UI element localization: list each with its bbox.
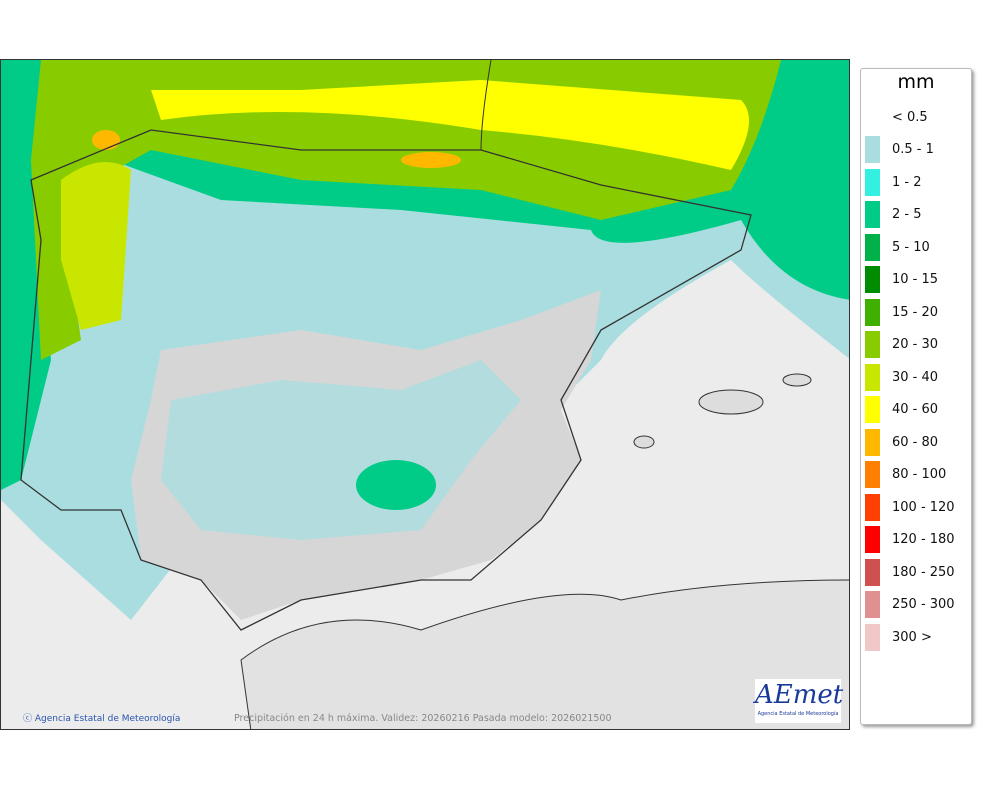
legend-swatch bbox=[865, 298, 880, 326]
legend-item: 10 - 15 bbox=[861, 264, 971, 297]
legend-item: 5 - 10 bbox=[861, 231, 971, 264]
legend-item: 100 - 120 bbox=[861, 491, 971, 524]
mallorca bbox=[698, 389, 764, 415]
precipitation-map[interactable]: ⓒ Agencia Estatal de Meteorología Precip… bbox=[0, 59, 850, 730]
legend-item: 2 - 5 bbox=[861, 199, 971, 232]
legend-swatch bbox=[865, 461, 880, 489]
copyright-credit: ⓒ Agencia Estatal de Meteorología bbox=[23, 714, 181, 724]
legend-swatch bbox=[865, 623, 880, 651]
logo-subtitle: Agencia Estatal de Meteorología bbox=[757, 711, 839, 717]
legend-swatch bbox=[865, 136, 880, 164]
legend-label: 250 - 300 bbox=[892, 597, 955, 613]
legend-label: 10 - 15 bbox=[892, 272, 939, 288]
legend-label: 180 - 250 bbox=[892, 564, 955, 580]
legend-item: 180 - 250 bbox=[861, 556, 971, 589]
legend-swatch bbox=[865, 526, 880, 554]
ibiza bbox=[633, 435, 655, 449]
legend-item: 20 - 30 bbox=[861, 329, 971, 362]
galicia-yellow bbox=[61, 162, 131, 330]
legend-swatch bbox=[865, 558, 880, 586]
legend-label: 40 - 60 bbox=[892, 402, 939, 418]
iberia-coastline bbox=[20, 129, 752, 631]
legend: mm < 0.5 0.5 - 1 1 - 2 2 - 5 5 - 10 10 - 15 15… bbox=[860, 68, 972, 725]
legend-item: 15 - 20 bbox=[861, 296, 971, 329]
aemet-logo: AEmet Agencia Estatal de Meteorología bbox=[755, 679, 844, 723]
legend-swatch bbox=[865, 396, 880, 424]
legend-item: 1 - 2 bbox=[861, 166, 971, 199]
legend-label: 30 - 40 bbox=[892, 369, 939, 385]
legend-item: 0.5 - 1 bbox=[861, 134, 971, 167]
legend-label: 80 - 100 bbox=[892, 467, 947, 483]
legend-label: 0.5 - 1 bbox=[892, 142, 934, 158]
legend-swatch bbox=[865, 104, 880, 131]
legend-label: 60 - 80 bbox=[892, 434, 939, 450]
map-canvas bbox=[1, 60, 849, 729]
africa-coast bbox=[240, 579, 849, 729]
galicia-max-orange bbox=[92, 130, 120, 150]
legend-label: 100 - 120 bbox=[892, 499, 955, 515]
legend-item: 40 - 60 bbox=[861, 394, 971, 427]
legend-item: 80 - 100 bbox=[861, 459, 971, 492]
cantabrian-yellow bbox=[151, 80, 749, 170]
legend-unit: mm bbox=[897, 71, 935, 93]
legend-swatch bbox=[865, 428, 880, 456]
legend-swatch bbox=[865, 493, 880, 521]
legend-swatch bbox=[865, 266, 880, 294]
legend-item: 300 > bbox=[861, 621, 971, 654]
legend-swatch bbox=[865, 331, 880, 359]
legend-swatch bbox=[865, 201, 880, 229]
legend-label: 1 - 2 bbox=[892, 174, 922, 190]
legend-label: 15 - 20 bbox=[892, 304, 939, 320]
menorca bbox=[782, 373, 812, 387]
legend-swatch bbox=[865, 168, 880, 196]
legend-item: 60 - 80 bbox=[861, 426, 971, 459]
legend-item: 120 - 180 bbox=[861, 524, 971, 557]
legend-item: 30 - 40 bbox=[861, 361, 971, 394]
legend-label: 20 - 30 bbox=[892, 337, 939, 353]
map-caption: Precipitación en 24 h máxima. Validez: 2… bbox=[234, 713, 612, 724]
cantabria-max-orange bbox=[401, 152, 461, 168]
legend-label: 5 - 10 bbox=[892, 239, 930, 255]
legend-item: < 0.5 bbox=[861, 101, 971, 134]
legend-swatch bbox=[865, 591, 880, 619]
logo-text: AEmet bbox=[755, 680, 844, 710]
credit-text: Agencia Estatal de Meteorología bbox=[34, 714, 181, 724]
legend-label: 300 > bbox=[892, 629, 932, 645]
legend-item: 250 - 300 bbox=[861, 589, 971, 622]
legend-label: 120 - 180 bbox=[892, 532, 955, 548]
france-border bbox=[480, 60, 492, 151]
legend-swatch bbox=[865, 363, 880, 391]
legend-label: 2 - 5 bbox=[892, 207, 922, 223]
legend-swatch bbox=[865, 233, 880, 261]
granada-green bbox=[356, 460, 436, 510]
legend-label: < 0.5 bbox=[892, 109, 928, 125]
